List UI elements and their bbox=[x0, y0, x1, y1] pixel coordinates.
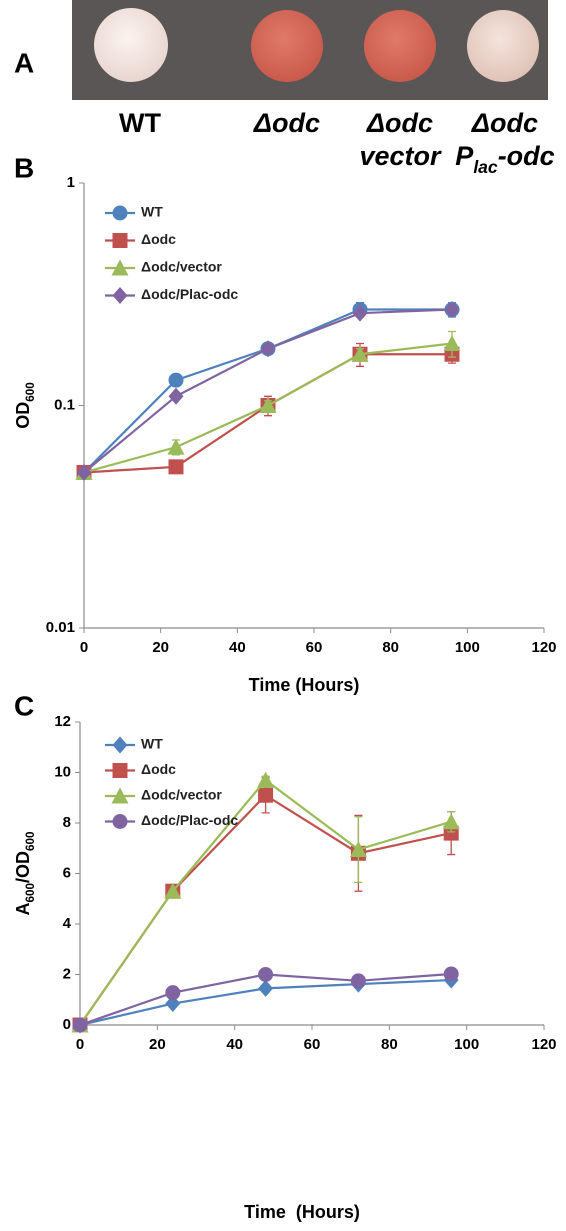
legend-marker bbox=[112, 233, 128, 248]
marker bbox=[443, 334, 461, 351]
subscript: 600 bbox=[24, 883, 37, 903]
x-axis-label: Time (Hours) bbox=[244, 1202, 360, 1222]
legend-label: Δodc bbox=[141, 231, 176, 247]
x-tick-label: 0 bbox=[80, 639, 88, 656]
marker bbox=[168, 372, 184, 388]
text-part: Δodc bbox=[253, 108, 320, 138]
marker bbox=[444, 301, 460, 319]
subscript: lac bbox=[473, 157, 498, 177]
marker bbox=[165, 985, 181, 1001]
marker bbox=[443, 825, 459, 841]
subscript: 600 bbox=[24, 382, 37, 402]
text-part: -odc bbox=[498, 141, 555, 171]
x-tick-label: 80 bbox=[381, 1036, 398, 1053]
colony bbox=[94, 8, 168, 82]
x-tick-label: 60 bbox=[304, 1036, 321, 1053]
x-axis-label: Time (Hours) bbox=[249, 675, 360, 695]
legend-marker bbox=[112, 287, 128, 304]
x-tick-label: 40 bbox=[229, 639, 246, 656]
legend-marker bbox=[111, 259, 129, 276]
text-part: A bbox=[13, 903, 33, 916]
marker bbox=[259, 397, 277, 413]
legend-label: Δodc/vector bbox=[141, 787, 222, 803]
y-tick-label: 2 bbox=[63, 965, 71, 982]
y-tick-label: 0.1 bbox=[54, 396, 75, 413]
legend-label: WT bbox=[141, 736, 163, 752]
series-line bbox=[83, 308, 452, 474]
y-tick-label: 0 bbox=[63, 1016, 71, 1033]
marker bbox=[349, 841, 367, 858]
marker bbox=[168, 387, 184, 405]
x-tick-label: 0 bbox=[76, 1036, 84, 1053]
y-tick-label: 4 bbox=[63, 915, 72, 932]
strain-label: Δodc bbox=[253, 108, 320, 138]
x-tick-label: 100 bbox=[454, 1036, 479, 1053]
marker bbox=[258, 967, 274, 982]
y-tick-label: 6 bbox=[63, 864, 71, 881]
x-tick-label: 40 bbox=[226, 1036, 243, 1053]
marker bbox=[76, 463, 92, 481]
text-part: OD bbox=[13, 402, 33, 429]
strain-label: Plac-odc bbox=[455, 141, 554, 177]
marker bbox=[168, 459, 184, 475]
legend-label: Δodc bbox=[141, 761, 176, 777]
marker bbox=[260, 340, 276, 358]
marker bbox=[443, 966, 459, 982]
x-tick-label: 120 bbox=[531, 1036, 556, 1053]
y-axis-label: A600/OD600 bbox=[13, 831, 37, 916]
marker bbox=[258, 979, 274, 997]
y-tick-label: 12 bbox=[54, 713, 71, 730]
y-tick-label: 8 bbox=[63, 814, 71, 831]
panel-label: A bbox=[14, 47, 34, 78]
legend-label: WT bbox=[141, 204, 163, 220]
panel-label: C bbox=[14, 690, 34, 721]
legend-label: Δodc/Plac-odc bbox=[141, 286, 238, 302]
y-tick-label: 1 bbox=[67, 174, 75, 191]
marker bbox=[165, 995, 181, 1013]
strain-label: Δodc bbox=[366, 108, 433, 138]
text-part: P bbox=[455, 141, 474, 171]
x-tick-label: 80 bbox=[382, 639, 399, 656]
marker bbox=[351, 345, 369, 362]
text-part: Δodc bbox=[366, 108, 433, 138]
strain-label: Δodc bbox=[471, 108, 538, 138]
marker bbox=[164, 882, 182, 899]
x-tick-label: 20 bbox=[149, 1036, 166, 1053]
x-tick-label: 100 bbox=[455, 639, 480, 656]
marker bbox=[257, 771, 275, 788]
legend-label: Δodc/vector bbox=[141, 259, 222, 275]
marker bbox=[352, 304, 368, 322]
text-part: /OD bbox=[13, 851, 33, 883]
legend-marker bbox=[111, 787, 129, 804]
y-axis-label: OD600 bbox=[13, 382, 37, 429]
colony-photo bbox=[72, 0, 548, 100]
text-part: Δodc bbox=[471, 108, 538, 138]
y-tick-label: 0.01 bbox=[46, 619, 75, 636]
marker bbox=[167, 438, 185, 455]
series-line bbox=[83, 308, 453, 474]
legend-marker bbox=[112, 763, 128, 778]
legend-marker bbox=[112, 736, 128, 754]
legend-label: Δodc/Plac-odc bbox=[141, 812, 238, 828]
text-part: vector bbox=[359, 141, 442, 171]
y-tick-label: 10 bbox=[54, 763, 71, 780]
text-part: WT bbox=[119, 108, 161, 138]
x-tick-label: 120 bbox=[531, 639, 556, 656]
strain-label: WT bbox=[119, 108, 161, 138]
colony bbox=[364, 10, 436, 82]
marker bbox=[72, 1017, 88, 1033]
legend-marker bbox=[112, 205, 128, 221]
colony bbox=[467, 10, 539, 82]
marker bbox=[258, 787, 274, 803]
marker bbox=[350, 973, 366, 989]
x-tick-label: 20 bbox=[152, 639, 169, 656]
strain-label: vector bbox=[359, 141, 442, 171]
legend-marker bbox=[112, 814, 128, 829]
subscript: 600 bbox=[24, 831, 37, 851]
marker bbox=[442, 813, 460, 830]
colony bbox=[251, 10, 323, 82]
panel-label: B bbox=[14, 152, 34, 183]
x-tick-label: 60 bbox=[306, 639, 323, 656]
